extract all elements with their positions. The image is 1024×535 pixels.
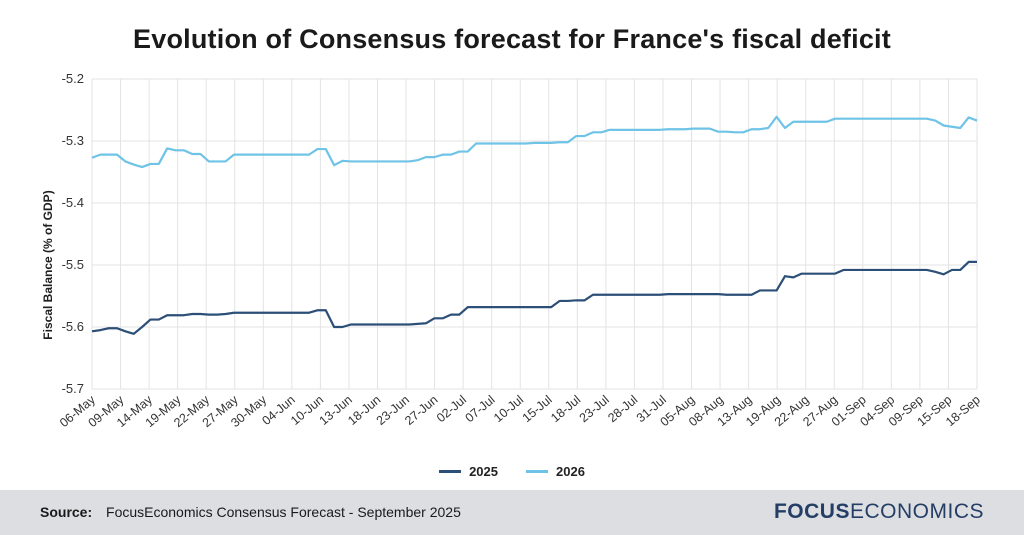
x-tick-label: 27-Jun [402,393,440,428]
y-tick-label: -5.4 [62,195,84,210]
series-lines [91,115,978,335]
focuseconomics-logo[interactable]: FOCUSECONOMICS [774,500,984,524]
x-tick-label: 10-Jul [491,393,526,426]
x-tick-label: 07-Jul [463,393,498,426]
line-chart: -5.2 -5.3 -5.4 -5.5 -5.6 -5.7 06-May09-May14-… [41,71,983,430]
y-tick-label: -5.6 [62,319,84,334]
series-line-2026[interactable] [91,115,978,169]
y-axis: -5.2 -5.3 -5.4 -5.5 -5.6 -5.7 [62,71,84,396]
source-note: Source: FocusEconomics Consensus Forecas… [40,504,461,520]
series-line-2025[interactable] [91,260,977,335]
y-axis-label: Fiscal Balance (% of GDP) [41,190,55,339]
source-text: FocusEconomics Consensus Forecast - Sept… [106,504,461,520]
legend-item-2025[interactable]: 2025 [439,464,498,479]
x-tick-label: 18-Jul [548,393,583,426]
legend-label-2025: 2025 [469,464,498,479]
logo-economics-text: ECONOMICS [849,500,984,523]
legend: 2025 2026 [0,464,1024,479]
chart-title: Evolution of Consensus forecast for Fran… [133,24,891,54]
legend-item-2026[interactable]: 2026 [526,464,585,479]
x-tick-label: 23-Jul [577,393,612,426]
gridlines [91,78,978,390]
x-tick-label: 28-Jul [605,393,640,426]
x-tick-label: 02-Jul [434,393,469,426]
logo-focus-text: FOCUS [773,500,850,523]
x-tick-label: 15-Jul [520,393,555,426]
legend-swatch-2026 [526,470,548,473]
footer: Source: FocusEconomics Consensus Forecas… [0,490,1024,535]
y-tick-label: -5.3 [62,133,84,148]
legend-label-2026: 2026 [556,464,585,479]
y-tick-label: -5.2 [62,71,84,86]
y-tick-label: -5.7 [62,381,84,396]
y-tick-label: -5.5 [62,257,84,272]
source-label: Source: [40,504,93,520]
legend-swatch-2025 [439,470,462,473]
x-axis: 06-May09-May14-May19-May22-May27-May30-M… [57,392,983,430]
